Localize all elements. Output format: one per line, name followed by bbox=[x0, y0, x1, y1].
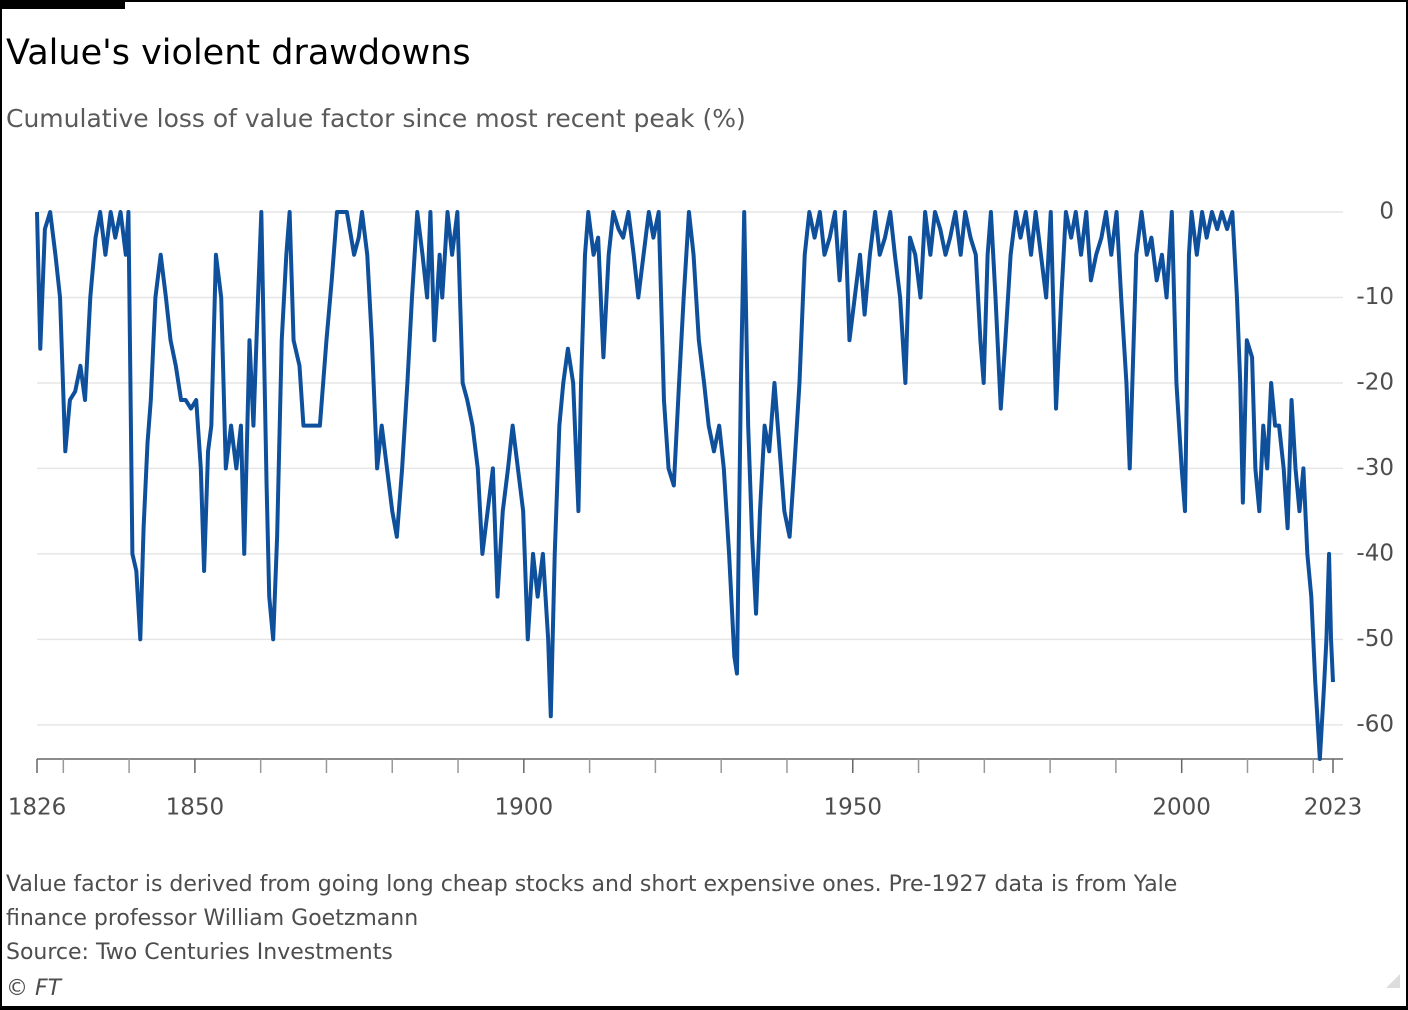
data-line bbox=[35, 210, 1335, 761]
y-tick-label: -10 bbox=[1356, 284, 1394, 310]
resize-handle bbox=[1386, 974, 1400, 988]
x-tick-label: 1900 bbox=[495, 795, 554, 821]
x-tick-label: 2000 bbox=[1152, 795, 1211, 821]
note: Value factor is derived from going long … bbox=[6, 872, 1177, 897]
y-tick-label: 0 bbox=[1379, 199, 1394, 225]
chart-title: Value's violent drawdowns bbox=[6, 33, 471, 73]
source: Source: Two Centuries Investments bbox=[6, 940, 393, 965]
y-tick-label: -60 bbox=[1356, 711, 1394, 737]
x-tick-label: 1826 bbox=[8, 795, 67, 821]
x-tick-label: 1950 bbox=[823, 795, 882, 821]
brand-bar bbox=[2, 2, 125, 9]
x-tick-label: 2023 bbox=[1304, 795, 1363, 821]
chart-subtitle: Cumulative loss of value factor since mo… bbox=[6, 104, 746, 133]
credit: © FT bbox=[6, 976, 63, 1001]
note: finance professor William Goetzmann bbox=[6, 906, 418, 931]
y-tick-label: -20 bbox=[1356, 369, 1394, 395]
y-tick-label: -40 bbox=[1356, 540, 1394, 566]
x-tick-label: 1850 bbox=[166, 795, 225, 821]
y-tick-label: -30 bbox=[1356, 455, 1394, 481]
y-tick-label: -50 bbox=[1356, 626, 1394, 652]
